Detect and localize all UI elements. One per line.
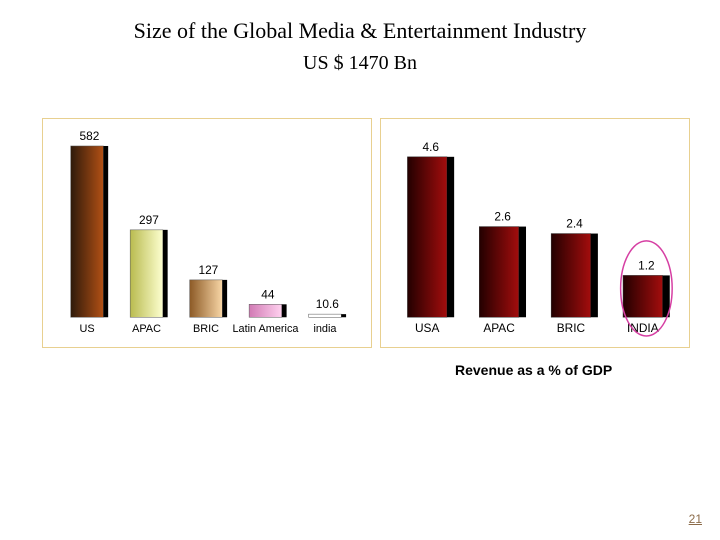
bar-value-label: 582 — [80, 129, 100, 143]
bar-edge — [103, 146, 108, 317]
bar-value-label: 1.2 — [638, 258, 655, 272]
bar-value-label: 4.6 — [423, 140, 440, 154]
slide: Size of the Global Media & Entertainment… — [0, 0, 720, 540]
bar-value-label: 127 — [198, 263, 218, 277]
bar-edge — [447, 157, 454, 317]
bar-edge — [519, 227, 526, 318]
bar — [479, 227, 519, 318]
bar-category-label: BRIC — [557, 321, 586, 335]
bar-value-label: 2.4 — [566, 217, 583, 231]
bar-category-label: APAC — [483, 321, 515, 335]
bar-edge — [341, 314, 346, 317]
bar — [130, 230, 163, 317]
bar — [190, 280, 223, 317]
bar-category-label: Latin America — [232, 323, 299, 335]
right-chart-container: 4.6USA2.6APAC2.4BRIC1.2INDIA — [380, 118, 690, 348]
right-bar-chart: 4.6USA2.6APAC2.4BRIC1.2INDIA — [381, 119, 689, 347]
bar-category-label: APAC — [132, 323, 161, 335]
bar-edge — [163, 230, 168, 317]
bar-value-label: 44 — [261, 287, 275, 301]
bar — [309, 314, 342, 317]
slide-title: Size of the Global Media & Entertainment… — [0, 18, 720, 44]
bar — [623, 275, 663, 317]
bar-category-label: US — [79, 323, 94, 335]
bar-value-label: 297 — [139, 213, 159, 227]
bar-edge — [222, 280, 227, 317]
slide-subtitle: US $ 1470 Bn — [0, 52, 720, 75]
bar-category-label: USA — [415, 321, 439, 335]
left-chart-container: 582 US 297 APAC 127 BRIC 44 Latin America 10.6 in… — [42, 118, 372, 348]
bar — [551, 234, 591, 318]
page-number: 21 — [689, 512, 702, 526]
bar-value-label: 2.6 — [494, 210, 511, 224]
bar — [407, 157, 447, 317]
bar — [71, 146, 104, 317]
bar — [249, 304, 282, 317]
bar-category-label: BRIC — [193, 323, 219, 335]
right-chart-caption: Revenue as a % of GDP — [455, 362, 612, 378]
bar-edge — [282, 304, 287, 317]
bar-value-label: 10.6 — [316, 297, 340, 311]
bar-category-label: india — [313, 323, 337, 335]
left-bar-chart: 582 US 297 APAC 127 BRIC 44 Latin America 10.6 in… — [43, 119, 371, 347]
bar-edge — [591, 234, 598, 318]
